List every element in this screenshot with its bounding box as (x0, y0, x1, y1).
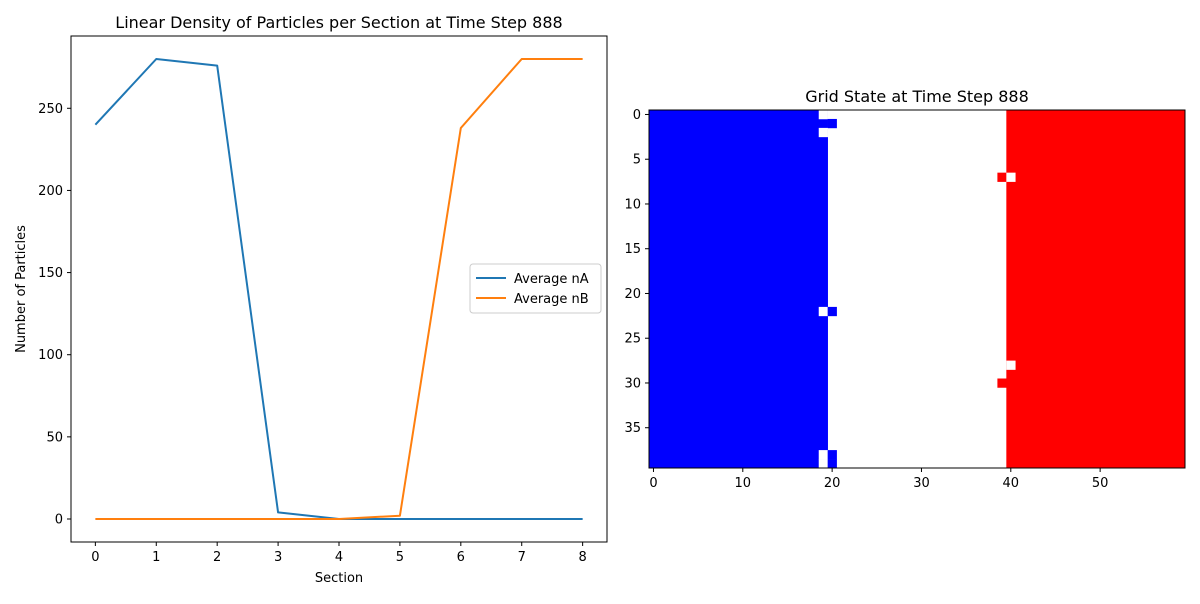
heatmap-y-tick-label: 0 (633, 108, 641, 123)
heatmap-cell (818, 459, 828, 469)
line-plot-frame (70, 35, 608, 543)
heatmap-cell (827, 450, 837, 460)
line-x-tick-label: 2 (213, 550, 221, 565)
line-x-axis-label: Section (315, 571, 363, 586)
line-x-tick-label: 6 (457, 550, 465, 565)
line-y-ticks: 0 50 100 150 200 250 (38, 102, 71, 528)
line-x-tick-label: 0 (91, 550, 99, 565)
heatmap-cell (1006, 172, 1016, 182)
heatmap-cell (997, 172, 1007, 182)
heatmap-x-tick-label: 30 (913, 476, 930, 491)
heatmap-y-tick-label: 20 (624, 287, 641, 302)
line-y-axis-label: Number of Particles (14, 225, 29, 353)
heatmap-x-tick-label: 20 (824, 476, 841, 491)
heatmap-cell (827, 459, 837, 469)
heatmap-chart: Grid State at Time Step 888 0 5 10 15 20 25 30… (624, 87, 1186, 491)
line-x-tick-label: 1 (152, 550, 160, 565)
line-x-tick-label: 3 (274, 550, 282, 565)
heatmap-x-tick-label: 40 (1003, 476, 1020, 491)
line-y-tick-label: 50 (46, 430, 63, 445)
heatmap-frame (648, 109, 1186, 469)
heatmap-cell (818, 127, 828, 138)
heatmap-title: Grid State at Time Step 888 (805, 87, 1029, 106)
line-y-tick-label: 150 (38, 266, 63, 281)
legend-label-nA: Average nA (514, 272, 589, 287)
line-x-tick-label: 4 (335, 550, 343, 565)
heatmap-cell (1006, 360, 1016, 370)
heatmap-y-ticks: 0 5 10 15 20 25 30 35 (624, 108, 649, 436)
line-series-group (94, 58, 583, 520)
line-y-tick-label: 250 (38, 102, 63, 117)
heatmap-region-B (1006, 110, 1186, 468)
heatmap-cell (997, 378, 1007, 388)
line-x-tick-label: 8 (578, 550, 586, 565)
legend-label-nB: Average nB (514, 292, 589, 307)
series-line-nB (95, 58, 583, 520)
line-x-ticks: 0 1 2 3 4 5 6 7 8 (91, 542, 587, 565)
line-y-tick-label: 0 (55, 513, 63, 528)
line-x-tick-label: 5 (396, 550, 404, 565)
heatmap-cell (827, 306, 837, 317)
heatmap-x-tick-label: 50 (1092, 476, 1109, 491)
heatmap-region-A (649, 110, 828, 468)
heatmap-x-ticks: 0 10 20 30 40 50 (649, 468, 1108, 491)
heatmap-cells (649, 110, 1186, 469)
heatmap-y-tick-label: 15 (624, 242, 641, 257)
line-y-tick-label: 200 (38, 184, 63, 199)
legend: Average nA Average nB (469, 263, 602, 314)
heatmap-y-tick-label: 30 (624, 376, 641, 391)
heatmap-x-tick-label: 0 (649, 476, 657, 491)
heatmap-y-tick-label: 35 (624, 421, 641, 436)
heatmap-y-tick-label: 10 (624, 197, 641, 212)
heatmap-x-tick-label: 10 (735, 476, 752, 491)
heatmap-cell (818, 306, 828, 317)
line-chart-title: Linear Density of Particles per Section … (115, 13, 562, 32)
line-x-tick-label: 7 (518, 550, 526, 565)
heatmap-cell (818, 110, 828, 120)
line-y-tick-label: 100 (38, 348, 63, 363)
heatmap-y-tick-label: 5 (633, 153, 641, 168)
line-chart: Linear Density of Particles per Section … (14, 13, 608, 586)
heatmap-cell (827, 118, 837, 129)
legend-box (469, 263, 602, 314)
heatmap-y-tick-label: 25 (624, 332, 641, 347)
heatmap-cell (818, 450, 828, 460)
